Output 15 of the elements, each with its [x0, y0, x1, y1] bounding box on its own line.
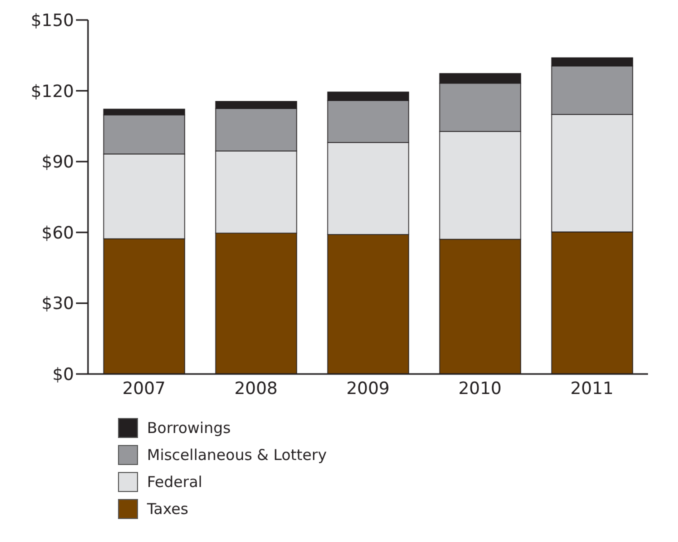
y-tick-label: $60	[42, 223, 74, 244]
y-tick-label: $150	[30, 11, 74, 32]
legend-label: Miscellaneous & Lottery	[147, 446, 327, 464]
y-tick-label: $0	[52, 365, 74, 386]
x-tick-label: 2009	[346, 379, 390, 400]
y-tick-label: $30	[42, 294, 74, 314]
x-tick-label: 2007	[122, 379, 166, 400]
x-tick-label: 2010	[458, 379, 502, 400]
x-tick-label: 2011	[570, 379, 614, 400]
legend-label: Borrowings	[147, 418, 231, 436]
legend-label: Federal	[147, 472, 202, 490]
legend-label: Taxes	[147, 500, 188, 518]
y-tick-label: $90	[42, 152, 74, 173]
x-tick-label: 2008	[234, 379, 278, 400]
y-tick-label: $120	[30, 82, 74, 102]
